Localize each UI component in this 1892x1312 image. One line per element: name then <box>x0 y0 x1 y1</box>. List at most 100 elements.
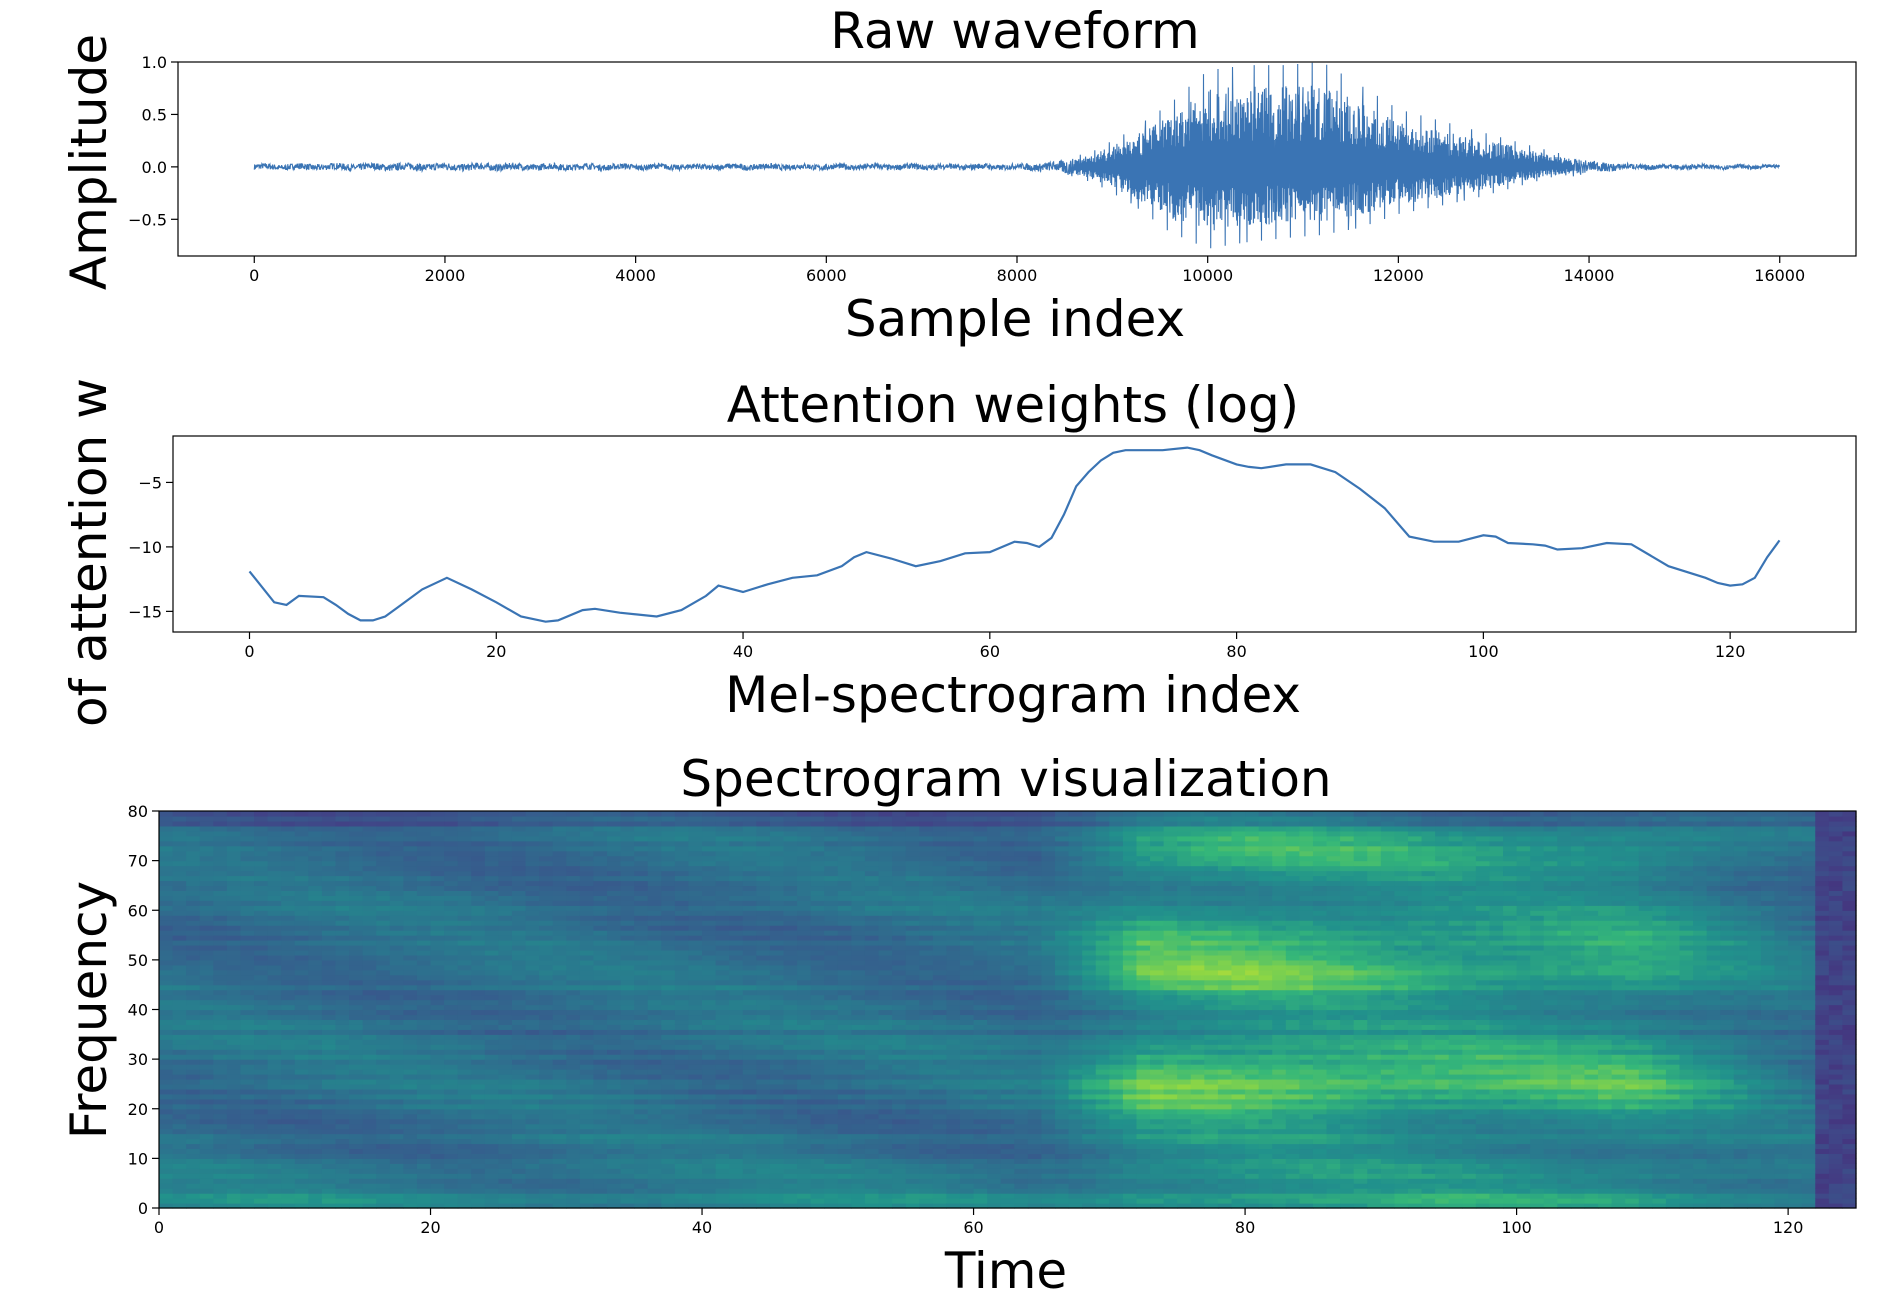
spectrogram-cell <box>851 1134 865 1140</box>
spectrogram-cell <box>648 1044 662 1050</box>
spectrogram-cell <box>403 1109 417 1115</box>
spectrogram-cell <box>566 1099 580 1105</box>
spectrogram-cell <box>240 826 254 832</box>
spectrogram-cell <box>865 821 879 827</box>
spectrogram-cell <box>227 920 241 926</box>
spectrogram-cell <box>308 836 322 842</box>
spectrogram-cell <box>770 1193 784 1199</box>
spectrogram-cell <box>729 1049 743 1055</box>
spectrogram-cell <box>390 1049 404 1055</box>
spectrogram-cell <box>838 1139 852 1145</box>
spectrogram-cell <box>227 935 241 941</box>
spectrogram-cell <box>593 955 607 961</box>
spectrogram-cell <box>308 871 322 877</box>
spectrogram-cell <box>797 1198 811 1204</box>
spectrogram-cell <box>974 1099 988 1105</box>
spectrogram-cell <box>784 1024 798 1030</box>
spectrogram-cell <box>756 826 770 832</box>
spectrogram-cell <box>213 1054 227 1060</box>
spectrogram-cell <box>919 975 933 981</box>
spectrogram-cell <box>295 1193 309 1199</box>
spectrogram-cell <box>946 1099 960 1105</box>
spectrogram-cell <box>933 925 947 931</box>
spectrogram-cell <box>227 1084 241 1090</box>
spectrogram-cell <box>281 890 295 896</box>
spectrogram-cell <box>498 1114 512 1120</box>
spectrogram-cell <box>335 1109 349 1115</box>
spectrogram-cell <box>797 1188 811 1194</box>
spectrogram-cell <box>675 1059 689 1065</box>
spectrogram-cell <box>919 1104 933 1110</box>
spectrogram-cell <box>308 1064 322 1070</box>
spectrogram-cell <box>580 1188 594 1194</box>
spectrogram-cell <box>227 861 241 867</box>
spectrogram-cell <box>526 871 540 877</box>
spectrogram-cell <box>213 1134 227 1140</box>
spectrogram-cell <box>593 1163 607 1169</box>
spectrogram-cell <box>974 1024 988 1030</box>
spectrogram-cell <box>444 1114 458 1120</box>
spectrogram-cell <box>974 861 988 867</box>
spectrogram-cell <box>811 980 825 986</box>
spectrogram-cell <box>960 950 974 956</box>
spectrogram-cell <box>213 970 227 976</box>
spectrogram-cell <box>634 880 648 886</box>
spectrogram-cell <box>159 1049 173 1055</box>
spectrogram-cell <box>213 975 227 981</box>
spectrogram-cell <box>186 955 200 961</box>
spectrogram-cell <box>906 950 920 956</box>
spectrogram-cell <box>268 965 282 971</box>
spectrogram-cell <box>539 1064 553 1070</box>
spectrogram-cell <box>281 1094 295 1100</box>
spectrogram-cell <box>851 1064 865 1070</box>
spectrogram-cell <box>268 1019 282 1025</box>
spectrogram-cell <box>743 1054 757 1060</box>
spectrogram-cell <box>417 915 431 921</box>
spectrogram-cell <box>593 1173 607 1179</box>
spectrogram-cell <box>987 975 1001 981</box>
spectrogram-cell <box>431 1089 445 1095</box>
spectrogram-cell <box>634 1193 648 1199</box>
spectrogram-cell <box>213 1119 227 1125</box>
spectrogram-cell <box>186 1158 200 1164</box>
spectrogram-cell <box>946 890 960 896</box>
spectrogram-cell <box>824 990 838 996</box>
spectrogram-cell <box>607 895 621 901</box>
spectrogram-cell <box>756 1029 770 1035</box>
spectrogram-cell <box>335 1005 349 1011</box>
spectrogram-cell <box>716 851 730 857</box>
spectrogram-cell <box>186 826 200 832</box>
spectrogram-cell <box>173 846 187 852</box>
spectrogram-cell <box>403 1148 417 1154</box>
spectrogram-cell <box>240 950 254 956</box>
spectrogram-cell <box>987 960 1001 966</box>
spectrogram-cell <box>661 1034 675 1040</box>
spectrogram-cell <box>281 1183 295 1189</box>
spectrogram-cell <box>349 965 363 971</box>
spectrogram-cell <box>240 1183 254 1189</box>
spectrogram-cell <box>770 955 784 961</box>
spectrogram-cell <box>919 950 933 956</box>
spectrogram-cell <box>295 871 309 877</box>
spectrogram-cell <box>661 885 675 891</box>
spectrogram-cell <box>173 890 187 896</box>
spectrogram-cell <box>186 1069 200 1075</box>
spectrogram-cell <box>607 995 621 1001</box>
spectrogram-cell <box>743 1114 757 1120</box>
spectrogram-cell <box>756 1099 770 1105</box>
spectrogram-cell <box>960 1143 974 1149</box>
spectrogram-cell <box>661 1084 675 1090</box>
spectrogram-cell <box>349 1178 363 1184</box>
spectrogram-cell <box>526 1158 540 1164</box>
spectrogram-cell <box>539 1153 553 1159</box>
spectrogram-cell <box>308 821 322 827</box>
spectrogram-cell <box>281 1099 295 1105</box>
spectrogram-cell <box>471 970 485 976</box>
spectrogram-cell <box>811 965 825 971</box>
spectrogram-cell <box>892 1005 906 1011</box>
spectrogram-cell <box>756 1134 770 1140</box>
spectrogram-cell <box>797 975 811 981</box>
spectrogram-cell <box>688 1104 702 1110</box>
spectrogram-cell <box>974 1069 988 1075</box>
spectrogram-cell <box>200 945 214 951</box>
